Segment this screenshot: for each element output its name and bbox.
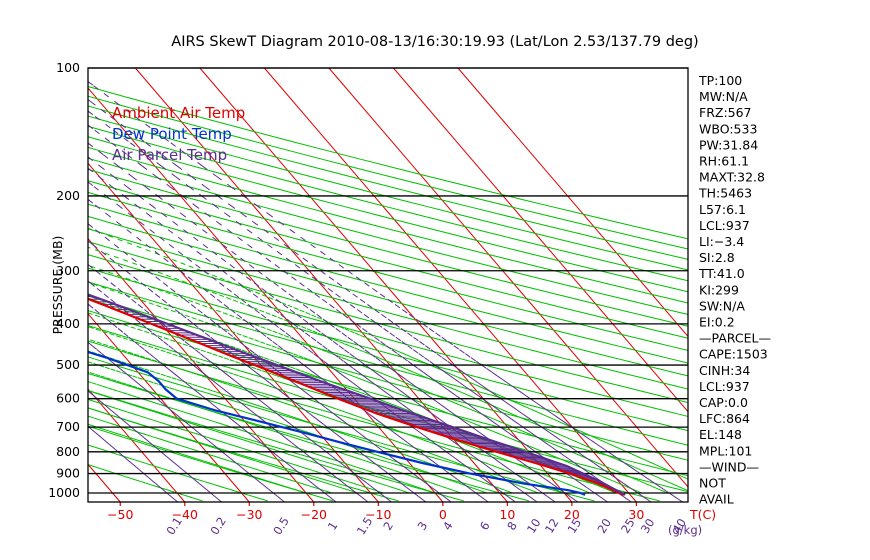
stat-wind_hdr: —WIND— xyxy=(699,459,759,474)
pressure-tick: 900 xyxy=(56,466,80,481)
bottom-temp-tick: −10 xyxy=(365,507,391,522)
bottom-temperature-ticks: −50 −40 −30 −20 −10 0 10 20 30 xyxy=(107,502,644,522)
mixing-ratio-tick: 20 xyxy=(594,516,614,536)
mixing-ratio-tick: 10 xyxy=(524,516,544,536)
pressure-tick: 100 xyxy=(56,60,80,75)
stat-ei: EI:0.2 xyxy=(699,315,735,330)
mixing-ratio-lines xyxy=(87,81,683,503)
stat-rh: RH:61.1 xyxy=(699,154,749,169)
bottom-temp-tick: −30 xyxy=(236,507,262,522)
pressure-tick: 400 xyxy=(56,316,80,331)
stat-lfc: LFC:864 xyxy=(699,411,750,426)
stat-tp: TP:100 xyxy=(698,73,742,88)
stat-el: EL:148 xyxy=(699,427,742,442)
mixing-ratio-tick: 30 xyxy=(638,516,658,536)
pressure-tick: 300 xyxy=(56,263,80,278)
stat-th: TH:5463 xyxy=(698,186,752,201)
stat-frz: FRZ:567 xyxy=(699,105,752,120)
bottom-temp-tick: −50 xyxy=(107,507,133,522)
stat-lcl2: LCL:937 xyxy=(699,379,750,394)
legend-item-1: Ambient Air Temp xyxy=(112,104,245,122)
stat-l57: L57:6.1 xyxy=(699,202,746,217)
legend: Ambient Air Temp Dew Point Temp Air Parcel… xyxy=(112,104,245,164)
page-title: AIRS SkewT Diagram 2010-08-13/16:30:19.9… xyxy=(171,34,698,50)
mixing-ratio-axis-label: (g/kg) xyxy=(668,523,702,537)
stat-lcl: LCL:937 xyxy=(699,218,750,233)
mixing-ratio-tick: 12 xyxy=(542,516,562,536)
stat-parcel_hdr: —PARCEL— xyxy=(699,331,771,346)
ambient-temp-curve xyxy=(88,297,625,496)
stat-ki: KI:299 xyxy=(699,282,739,297)
legend-item-3: Air Parcel Temp xyxy=(112,146,227,164)
bottom-temp-tick: 0 xyxy=(439,507,447,522)
pressure-axis-label: PRESSURE (MB) xyxy=(50,236,65,335)
bottom-temp-tick: 20 xyxy=(564,507,580,522)
stat-cape: CAPE:1503 xyxy=(699,347,768,362)
stat-wind_1: NOT xyxy=(699,476,726,491)
stat-si: SI:2.8 xyxy=(699,250,735,265)
bottom-temp-tick: −20 xyxy=(301,507,327,522)
pressure-tick: 500 xyxy=(56,357,80,372)
temperature-axis-label: T(C) xyxy=(689,507,716,522)
parcel-temp-curve xyxy=(88,293,626,496)
stat-tt: TT:41.0 xyxy=(698,266,745,281)
pressure-tick: 200 xyxy=(56,188,80,203)
mixing-ratio-tick: 25 xyxy=(618,516,638,536)
pressure-tick: 600 xyxy=(56,391,80,406)
sounding-curves xyxy=(88,293,626,496)
legend-item-2: Dew Point Temp xyxy=(112,125,232,143)
pressure-tick: 800 xyxy=(56,444,80,459)
pressure-tick: 1000 xyxy=(48,485,80,500)
stat-li: LI:−3.4 xyxy=(699,234,744,249)
pressure-ticks: 100 200 300 400 500 600 700 800 900 1000 xyxy=(48,60,80,500)
stat-wbo: WBO:533 xyxy=(699,121,757,136)
stat-wind_2: AVAIL xyxy=(699,492,734,507)
bottom-temp-tick: 30 xyxy=(628,507,644,522)
bottom-temp-tick: 10 xyxy=(499,507,515,522)
stat-mpl: MPL:101 xyxy=(699,443,752,458)
plot-frame xyxy=(87,67,689,503)
stat-cap: CAP:0.0 xyxy=(699,395,748,410)
mixing-ratio-tick: 40 xyxy=(669,516,689,536)
stat-pw: PW:31.84 xyxy=(699,137,758,152)
stat-cinh: CINH:34 xyxy=(699,363,750,378)
bottom-temp-tick: −40 xyxy=(172,507,198,522)
mixing-ratio-tick: 15 xyxy=(565,516,585,536)
stat-mw: MW:N/A xyxy=(699,89,748,104)
stat-sw: SW:N/A xyxy=(699,298,745,313)
pressure-tick: 700 xyxy=(56,419,80,434)
dewpoint-curve xyxy=(88,350,586,496)
stat-maxt: MAXT:32.8 xyxy=(699,170,765,185)
